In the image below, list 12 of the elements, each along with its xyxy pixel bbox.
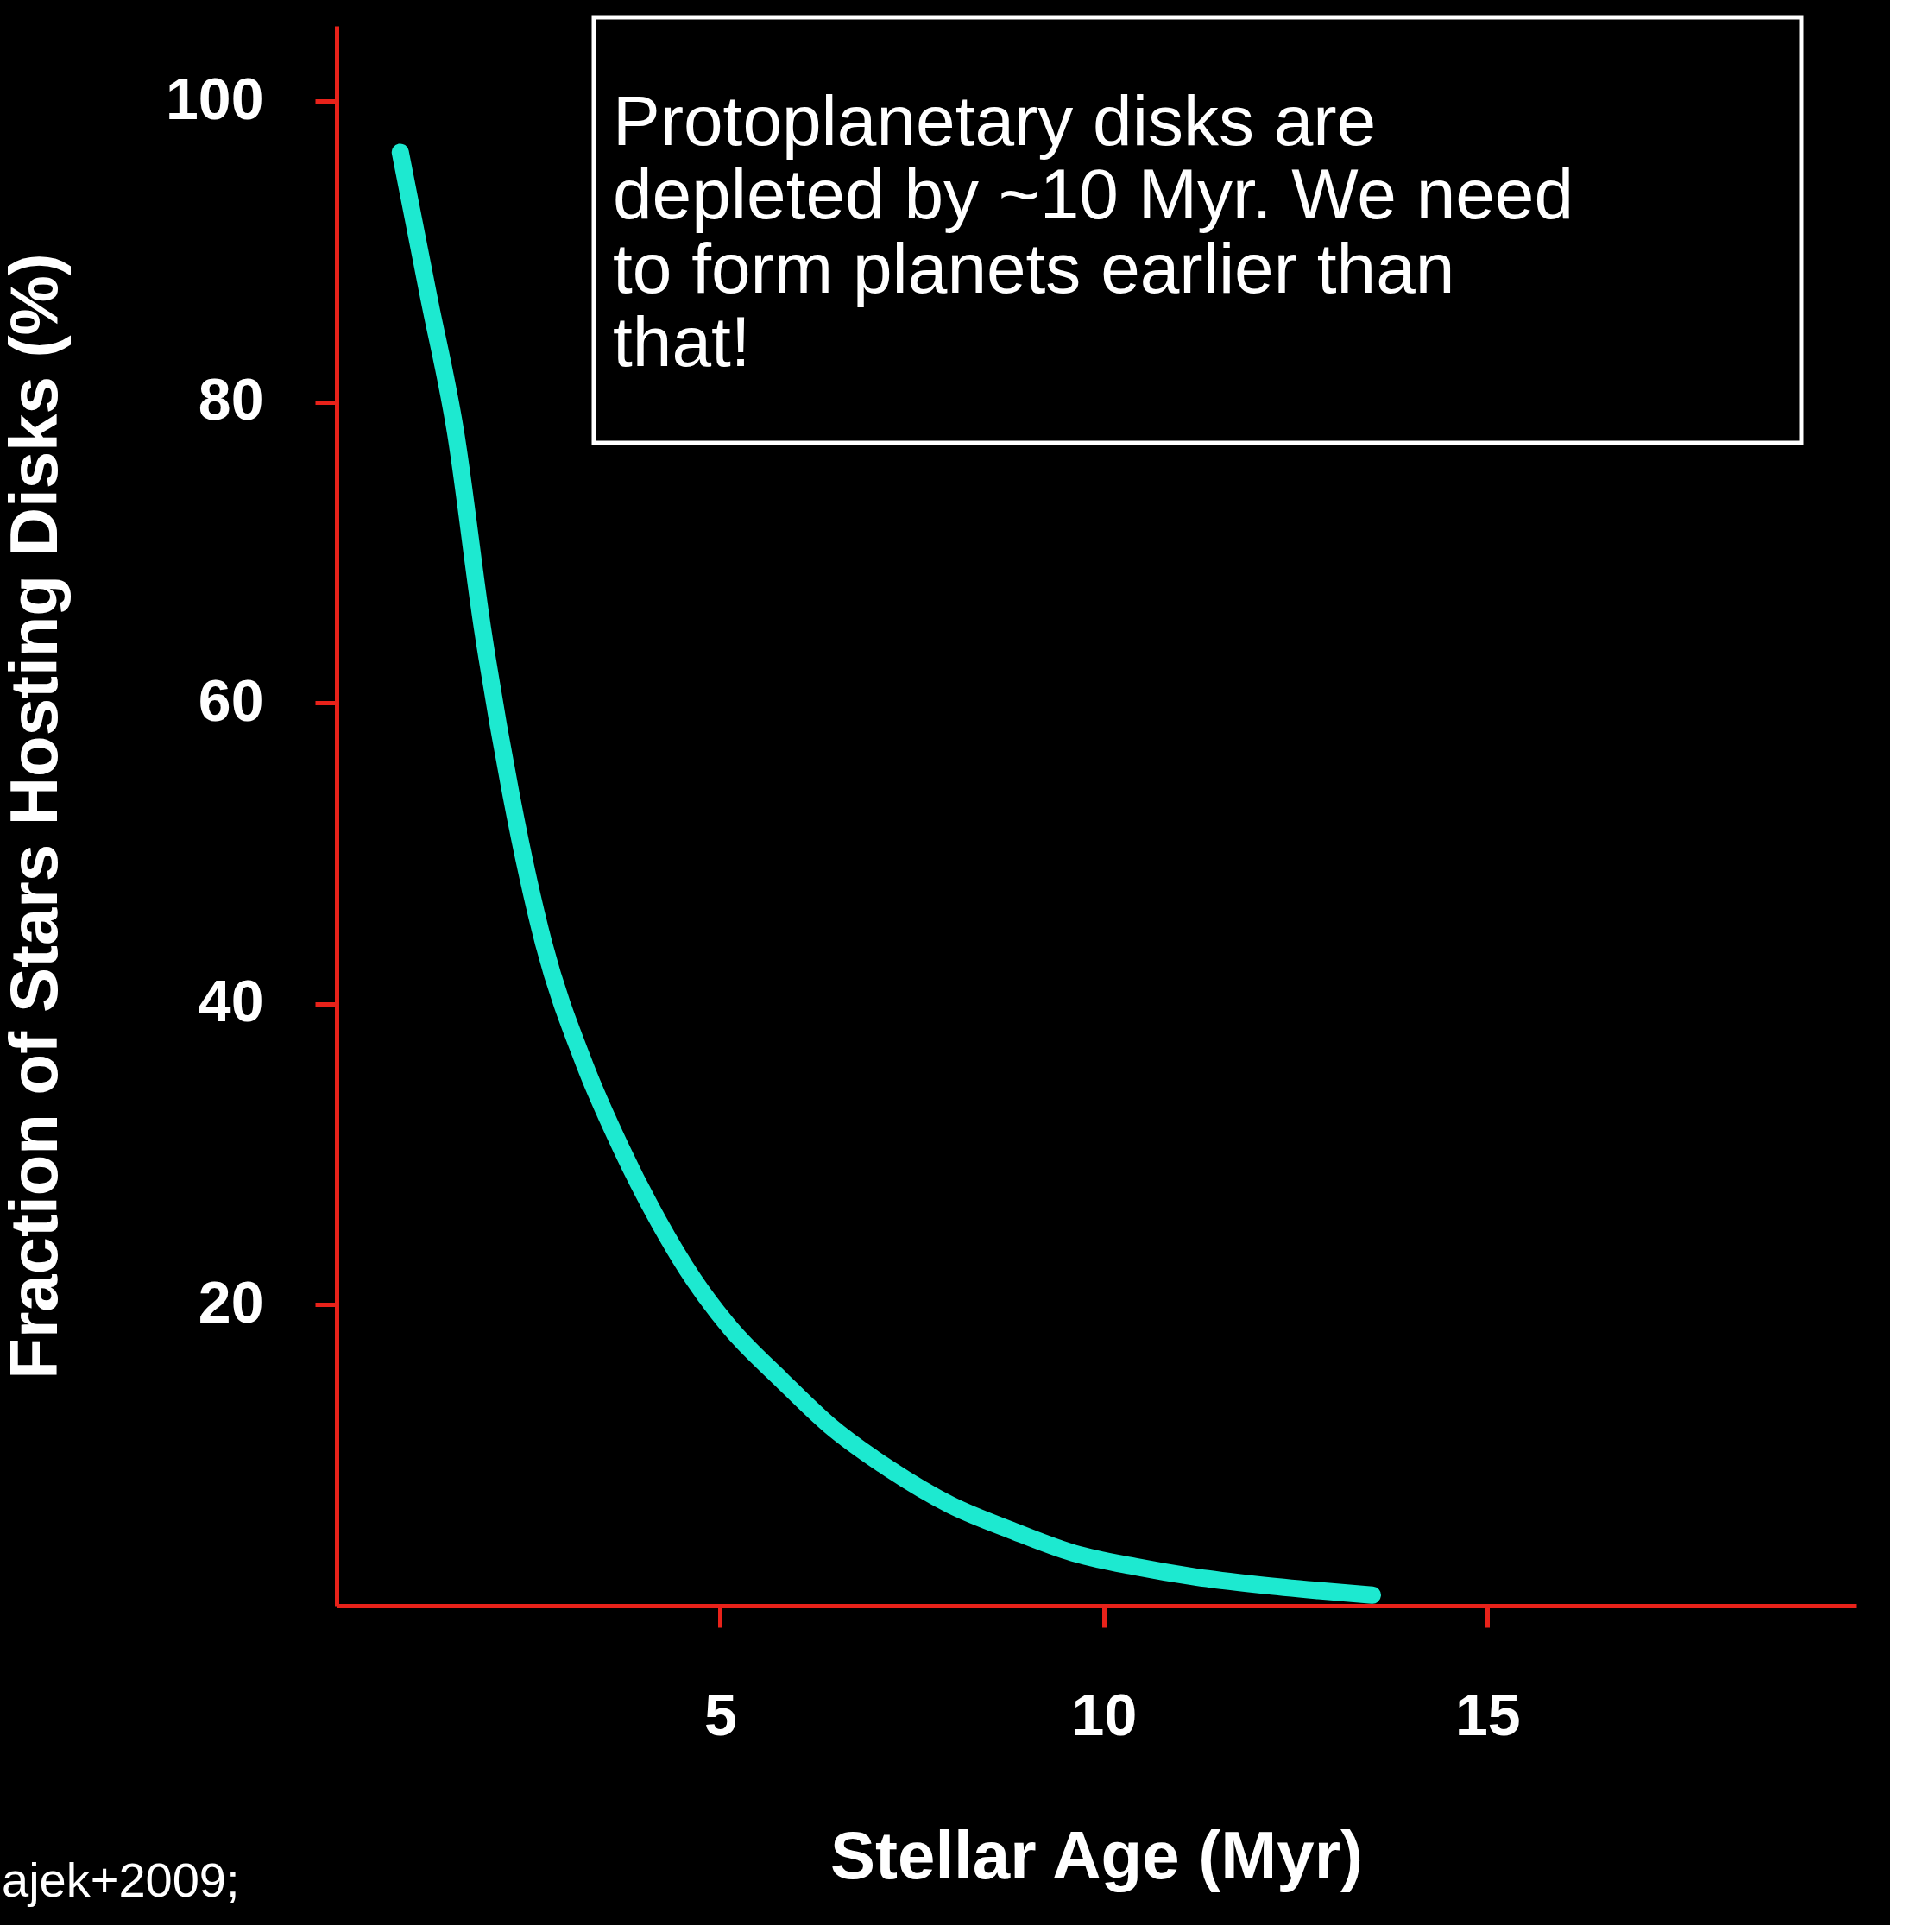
y-tick-label: 40	[198, 968, 264, 1034]
y-tick-label: 20	[198, 1268, 264, 1335]
x-tick-label: 15	[1455, 1681, 1521, 1747]
y-tick-label: 80	[198, 366, 264, 432]
y-tick-label: 60	[198, 666, 264, 733]
x-tick-label: 10	[1071, 1681, 1138, 1747]
y-tick-label: 100	[166, 65, 264, 131]
x-axis-title: Stellar Age (Myr)	[830, 1816, 1363, 1893]
y-axis-title: Fraction of Stars Hosting Disks (%)	[0, 253, 73, 1380]
text: ajek+2009;	[2, 1853, 240, 1907]
annotation: Protoplanetary disks are depleted by ~10 Myr. We need to form planets earlier than that!	[613, 80, 1574, 382]
x-tick-label: 5	[704, 1681, 737, 1747]
